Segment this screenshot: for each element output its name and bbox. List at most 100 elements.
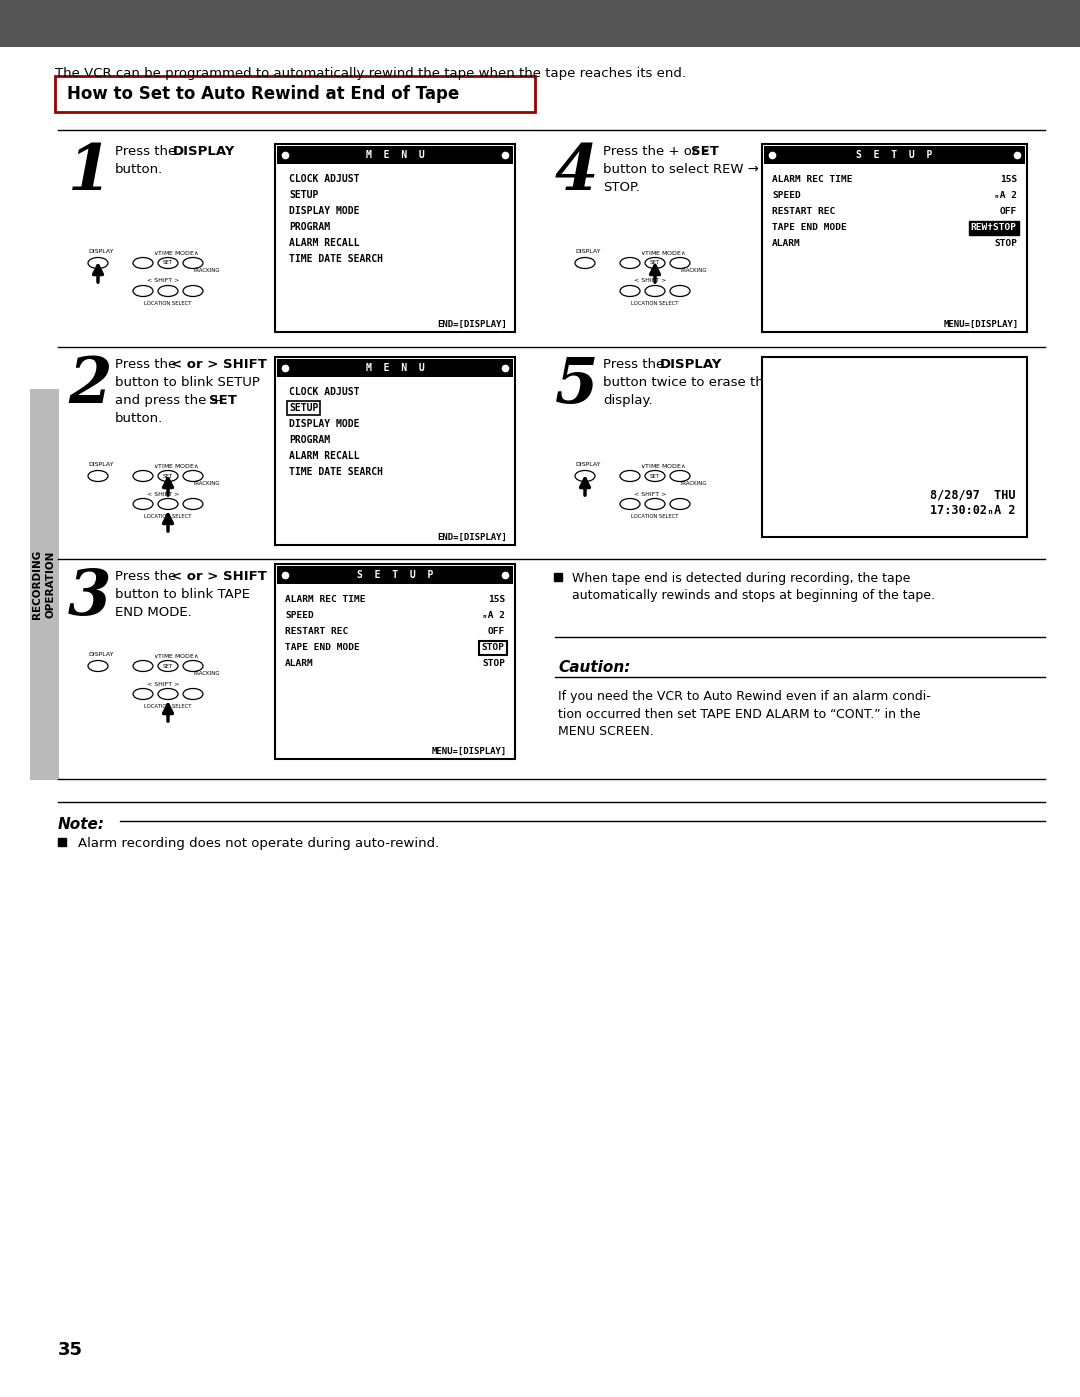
Text: $\vee$TIME MODE$\wedge$: $\vee$TIME MODE$\wedge$: [153, 652, 200, 659]
Text: DISPLAY: DISPLAY: [575, 462, 600, 467]
Text: Alarm recording does not operate during auto-rewind.: Alarm recording does not operate during …: [78, 837, 440, 849]
Text: SPEED: SPEED: [285, 612, 314, 620]
Text: SET: SET: [650, 474, 660, 479]
Text: Press the: Press the: [603, 358, 669, 372]
Bar: [764, 147, 1025, 163]
Ellipse shape: [133, 499, 153, 510]
Text: END=[DISPLAY]: END=[DISPLAY]: [437, 532, 507, 542]
Ellipse shape: [158, 499, 178, 510]
Text: RECORDING
OPERATION: RECORDING OPERATION: [32, 549, 55, 619]
Ellipse shape: [87, 257, 108, 268]
Text: DISPLAY: DISPLAY: [87, 249, 113, 254]
Text: SETUP: SETUP: [289, 402, 319, 414]
Bar: [287, 401, 320, 415]
Ellipse shape: [620, 285, 640, 296]
Text: How to Set to Auto Rewind at End of Tape: How to Set to Auto Rewind at End of Tape: [67, 85, 459, 103]
Ellipse shape: [670, 285, 690, 296]
Text: DISPLAY MODE: DISPLAY MODE: [289, 419, 360, 429]
Text: ₙA 2: ₙA 2: [482, 612, 505, 620]
Ellipse shape: [158, 689, 178, 700]
Text: END=[DISPLAY]: END=[DISPLAY]: [437, 320, 507, 328]
Bar: [276, 359, 513, 377]
Text: SET: SET: [163, 664, 173, 669]
Text: < or > SHIFT: < or > SHIFT: [171, 570, 267, 583]
Ellipse shape: [133, 257, 153, 268]
Bar: [275, 144, 515, 332]
Text: TRACKING: TRACKING: [192, 671, 220, 676]
Ellipse shape: [158, 661, 178, 672]
Text: LOCATION SELECT: LOCATION SELECT: [631, 514, 678, 520]
Text: STOP: STOP: [994, 239, 1017, 249]
Text: Caution:: Caution:: [558, 659, 631, 675]
Bar: [0, 0, 1080, 47]
Text: ALARM RECALL: ALARM RECALL: [289, 237, 360, 249]
Bar: [969, 221, 1020, 235]
Ellipse shape: [645, 471, 665, 482]
Ellipse shape: [183, 499, 203, 510]
Ellipse shape: [670, 499, 690, 510]
Text: LOCATION SELECT: LOCATION SELECT: [145, 300, 192, 306]
Text: STOP.: STOP.: [603, 182, 640, 194]
Text: ALARM REC TIME: ALARM REC TIME: [285, 595, 365, 605]
Text: 4: 4: [555, 142, 598, 204]
Text: OFF: OFF: [1000, 208, 1017, 217]
Ellipse shape: [183, 471, 203, 482]
Text: < SHIFT >: < SHIFT >: [147, 682, 179, 686]
Text: display.: display.: [603, 394, 652, 407]
Ellipse shape: [620, 499, 640, 510]
Ellipse shape: [645, 257, 665, 268]
Text: MENU=[DISPLAY]: MENU=[DISPLAY]: [944, 320, 1020, 328]
Text: 35: 35: [58, 1341, 83, 1359]
Text: DISPLAY MODE: DISPLAY MODE: [289, 205, 360, 217]
Bar: [30, 388, 58, 780]
Text: END MODE.: END MODE.: [114, 606, 192, 619]
Text: TAPE END MODE: TAPE END MODE: [772, 224, 847, 232]
Text: ALARM: ALARM: [772, 239, 800, 249]
Ellipse shape: [158, 471, 178, 482]
Text: ALARM: ALARM: [285, 659, 314, 669]
Text: TRACKING: TRACKING: [192, 268, 220, 272]
Text: TAPE END MODE: TAPE END MODE: [285, 644, 360, 652]
Text: TRACKING: TRACKING: [192, 481, 220, 486]
Text: TRACKING: TRACKING: [679, 481, 706, 486]
Text: $\vee$TIME MODE$\wedge$: $\vee$TIME MODE$\wedge$: [640, 462, 687, 469]
Text: 5: 5: [555, 355, 598, 416]
Text: < or > SHIFT: < or > SHIFT: [171, 358, 267, 372]
Text: DISPLAY: DISPLAY: [87, 462, 113, 467]
Text: M  E  N  U: M E N U: [366, 363, 424, 373]
Text: LOCATION SELECT: LOCATION SELECT: [145, 514, 192, 520]
Text: $\vee$TIME MODE$\wedge$: $\vee$TIME MODE$\wedge$: [153, 462, 200, 469]
Text: DISPLAY: DISPLAY: [575, 249, 600, 254]
Text: 2: 2: [68, 355, 111, 416]
Text: TIME DATE SEARCH: TIME DATE SEARCH: [289, 467, 383, 476]
Text: Press the: Press the: [114, 145, 180, 158]
Ellipse shape: [183, 661, 203, 672]
Text: button.: button.: [114, 412, 163, 425]
Ellipse shape: [133, 689, 153, 700]
Text: PROGRAM: PROGRAM: [289, 434, 330, 446]
Text: button to select REW →: button to select REW →: [603, 163, 759, 176]
Text: button twice to erase the: button twice to erase the: [603, 376, 772, 388]
Ellipse shape: [158, 285, 178, 296]
Bar: [480, 641, 507, 655]
Bar: [276, 147, 513, 163]
Text: ALARM REC TIME: ALARM REC TIME: [772, 176, 852, 184]
Ellipse shape: [670, 257, 690, 268]
Text: button.: button.: [114, 163, 163, 176]
Text: CLOCK ADJUST: CLOCK ADJUST: [289, 387, 360, 397]
Ellipse shape: [645, 285, 665, 296]
Ellipse shape: [183, 285, 203, 296]
Ellipse shape: [87, 471, 108, 482]
Ellipse shape: [620, 257, 640, 268]
Text: S  E  T  U  P: S E T U P: [856, 149, 933, 161]
Text: 8/28/97  THU
17:30:02ₙA 2: 8/28/97 THU 17:30:02ₙA 2: [930, 489, 1015, 517]
Text: TIME DATE SEARCH: TIME DATE SEARCH: [289, 254, 383, 264]
Text: PROGRAM: PROGRAM: [289, 222, 330, 232]
Text: 1: 1: [68, 142, 111, 204]
Text: Press the: Press the: [114, 358, 180, 372]
Text: button to blink TAPE: button to blink TAPE: [114, 588, 249, 601]
Ellipse shape: [133, 285, 153, 296]
Ellipse shape: [670, 471, 690, 482]
Text: LOCATION SELECT: LOCATION SELECT: [145, 704, 192, 710]
Text: < SHIFT >: < SHIFT >: [147, 278, 179, 284]
